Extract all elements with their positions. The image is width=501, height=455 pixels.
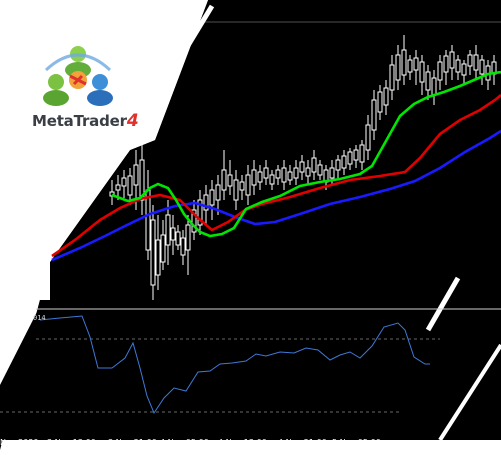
accent-stripe: [438, 343, 501, 442]
candle-body: [365, 124, 371, 151]
accent-stripe: [425, 276, 461, 332]
candle-body: [269, 174, 275, 185]
candle-body: [467, 54, 473, 67]
candle-body: [257, 171, 263, 183]
lower-panel-background: [0, 262, 50, 300]
candle-body: [437, 61, 443, 81]
candle-body: [155, 239, 161, 276]
candle-body: [425, 71, 431, 91]
time-axis-label: 3 Nov 13:00: [47, 438, 96, 447]
candle-body: [121, 177, 127, 187]
candle-body: [115, 184, 121, 191]
moving-average-slow: [51, 129, 501, 262]
candle-body: [203, 194, 209, 211]
candle-body: [293, 167, 299, 179]
candle-body: [127, 175, 133, 196]
candle-body: [371, 99, 377, 131]
candle-body: [479, 59, 485, 75]
app-name-label: MetaTrader4: [32, 111, 139, 131]
candle-body: [299, 161, 305, 173]
candle-body: [227, 174, 233, 187]
candle-body: [461, 63, 467, 76]
candle-body: [431, 77, 437, 96]
candle-body: [305, 167, 311, 177]
candle-body: [443, 55, 449, 73]
candle-body: [160, 234, 166, 263]
candle-body: [170, 227, 176, 241]
candle-body: [150, 219, 156, 286]
candle-body: [191, 209, 197, 233]
candle-body: [329, 167, 335, 179]
candlestick-series: [109, 35, 497, 300]
candle-body: [287, 171, 293, 181]
candle-body: [251, 169, 257, 186]
candle-body: [209, 189, 215, 206]
candle-body: [133, 164, 139, 186]
candle-body: [389, 64, 395, 91]
white-corner-right: [390, 440, 501, 455]
candle-body: [353, 149, 359, 161]
candle-body: [245, 174, 251, 196]
candle-body: [449, 51, 455, 69]
app-name-text: MetaTrader: [32, 112, 127, 130]
candle-body: [413, 57, 419, 71]
accent-stripe: [175, 4, 215, 64]
candle-body: [419, 61, 425, 83]
candle-body: [407, 59, 413, 73]
candle-body: [347, 151, 353, 165]
metatrader-logo: [28, 40, 148, 140]
candle-body: [275, 169, 281, 179]
candle-body: [383, 87, 389, 106]
oscillator-background: [0, 310, 501, 440]
candle-body: [239, 181, 245, 191]
time-axis-label: 4 Nov 13:00: [218, 438, 267, 447]
candle-body: [395, 54, 401, 81]
candle-body: [175, 231, 181, 246]
candle-body: [215, 184, 221, 201]
candle-body: [263, 167, 269, 179]
candle-body: [401, 49, 407, 76]
candle-body: [197, 199, 203, 226]
time-axis-label: 3 Nov 21:00: [108, 438, 157, 447]
time-axis-label: 4 Nov 05:00: [160, 438, 209, 447]
moving-average-fast: [111, 70, 501, 238]
oscillator-line: [39, 315, 430, 415]
candle-body: [341, 155, 347, 169]
app-version-text: 4: [126, 111, 139, 131]
time-axis-label: 4 Nov 21:00: [278, 438, 327, 447]
candle-body: [311, 157, 317, 173]
candle-body: [185, 224, 191, 251]
candle-body: [455, 59, 461, 73]
candle-body: [139, 159, 145, 201]
white-corner-bottom: [0, 450, 12, 455]
candle-body: [377, 91, 383, 113]
candle-body: [165, 214, 171, 246]
moving-average-mid: [51, 94, 501, 258]
candle-body: [233, 179, 239, 201]
candle-body: [317, 164, 323, 176]
candle-body: [281, 167, 287, 183]
candle-body: [180, 237, 186, 256]
time-axis-label: 5 Nov 05:00: [332, 438, 381, 447]
metatrader-people-logo-icon: [43, 46, 113, 106]
candle-body: [335, 159, 341, 171]
candle-body: [221, 169, 227, 191]
time-axis-label: Nov 2020: [0, 438, 39, 447]
candle-body: [473, 54, 479, 71]
oscillator-level-label: 014: [33, 314, 46, 322]
candle-body: [359, 144, 365, 163]
